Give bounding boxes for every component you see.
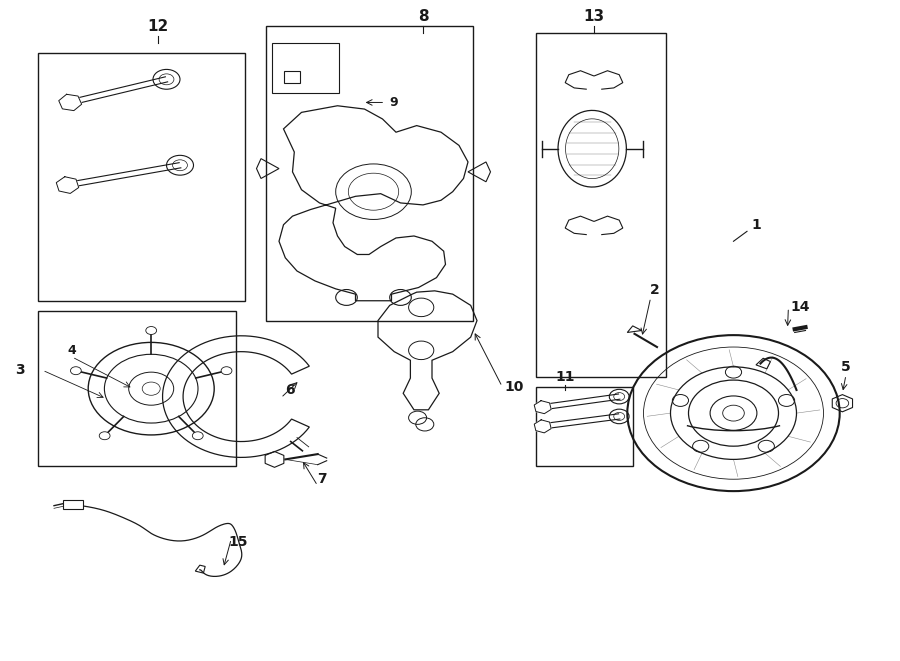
Bar — [38, 311, 236, 466]
Text: 3: 3 — [15, 363, 24, 377]
Bar — [536, 33, 666, 377]
Bar — [266, 26, 472, 321]
Circle shape — [146, 327, 157, 334]
Bar — [536, 387, 633, 466]
Polygon shape — [58, 95, 82, 110]
Text: 7: 7 — [318, 472, 327, 486]
Bar — [272, 43, 339, 93]
Text: 14: 14 — [790, 300, 810, 315]
Text: 10: 10 — [505, 379, 525, 394]
Polygon shape — [57, 176, 78, 194]
Bar — [63, 500, 83, 509]
Polygon shape — [535, 420, 551, 433]
Circle shape — [99, 432, 110, 440]
Text: 5: 5 — [842, 360, 850, 374]
Bar — [284, 71, 300, 83]
Circle shape — [70, 367, 81, 375]
Text: 1: 1 — [752, 217, 760, 232]
Text: 11: 11 — [555, 369, 575, 384]
Text: 9: 9 — [390, 96, 399, 109]
Text: 13: 13 — [583, 9, 605, 24]
Circle shape — [193, 432, 203, 440]
Circle shape — [221, 367, 232, 375]
Bar — [38, 53, 245, 301]
Text: 6: 6 — [285, 383, 294, 397]
Text: 15: 15 — [229, 535, 248, 549]
Text: 2: 2 — [651, 282, 660, 297]
Text: 4: 4 — [68, 344, 76, 357]
Text: 12: 12 — [147, 19, 168, 34]
Polygon shape — [535, 401, 551, 414]
Text: 8: 8 — [418, 9, 428, 24]
